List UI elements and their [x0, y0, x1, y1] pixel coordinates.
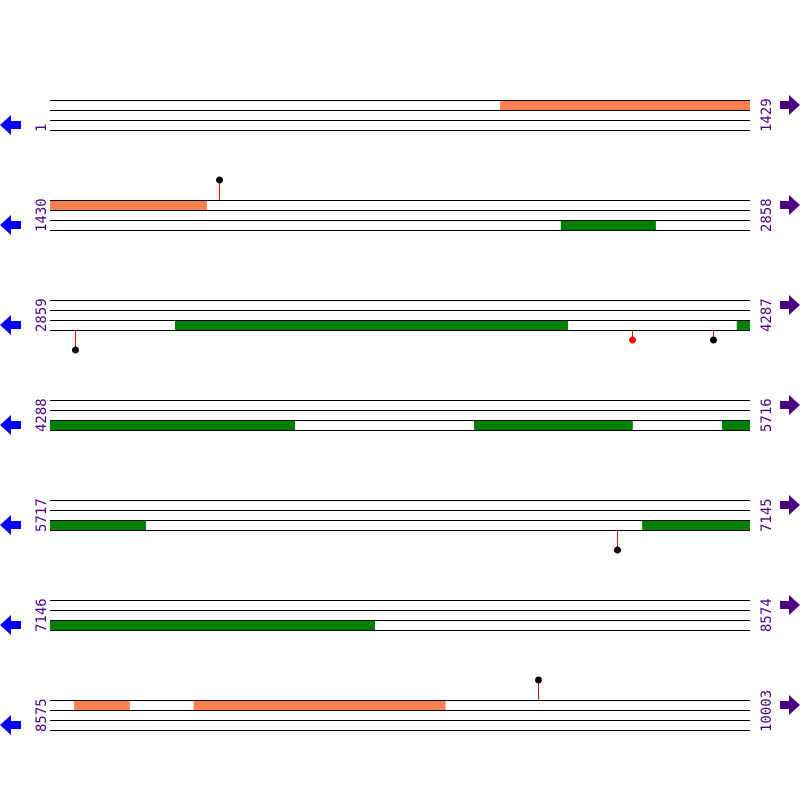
sequence-row: 7146 8574	[0, 595, 800, 635]
orange-feature	[74, 700, 130, 710]
end-position-label: 7145	[759, 498, 775, 532]
start-position-label: 7146	[34, 598, 50, 632]
green-feature	[50, 620, 375, 630]
green-feature	[642, 520, 750, 530]
green-feature	[736, 320, 750, 330]
arrow-right-icon[interactable]	[780, 95, 800, 115]
marker-head	[629, 336, 636, 344]
arrow-left-icon[interactable]	[0, 215, 21, 235]
end-position-label: 4287	[759, 298, 775, 332]
marker-head	[535, 676, 542, 684]
arrow-left-icon[interactable]	[0, 315, 21, 335]
marker-head	[710, 336, 717, 344]
orange-feature	[193, 700, 446, 710]
green-feature	[175, 320, 569, 330]
start-position-label: 5717	[34, 498, 50, 532]
start-position-label: 2859	[34, 298, 50, 332]
green-feature	[560, 220, 656, 230]
arrow-left-icon[interactable]	[0, 615, 21, 635]
sequence-row: 8575 10003	[0, 676, 800, 735]
arrow-left-icon[interactable]	[0, 515, 21, 535]
arrow-right-icon[interactable]	[780, 695, 800, 715]
green-feature	[474, 420, 633, 430]
end-position-label: 10003	[759, 690, 775, 732]
arrow-right-icon[interactable]	[780, 295, 800, 315]
arrow-right-icon[interactable]	[780, 595, 800, 615]
arrow-left-icon[interactable]	[0, 415, 21, 435]
arrow-right-icon[interactable]	[780, 495, 800, 515]
marker-head	[614, 546, 621, 554]
green-feature	[50, 420, 296, 430]
orange-feature	[500, 100, 750, 110]
sequence-row: 1 1429	[0, 95, 800, 135]
end-position-label: 8574	[759, 598, 775, 632]
start-position-label: 8575	[34, 698, 50, 732]
orange-feature	[50, 200, 207, 210]
start-position-label: 1430	[34, 198, 50, 232]
sequence-row: 1430 2858	[0, 176, 800, 235]
end-position-label: 1429	[759, 98, 775, 132]
sequence-row: 4288 5716	[0, 395, 800, 435]
sequence-row: 2859 4287	[0, 295, 800, 354]
arrow-left-icon[interactable]	[0, 115, 21, 135]
sequence-row: 5717 7145	[0, 495, 800, 554]
arrow-right-icon[interactable]	[780, 195, 800, 215]
arrow-right-icon[interactable]	[780, 395, 800, 415]
start-position-label: 4288	[34, 398, 50, 432]
green-feature	[50, 520, 147, 530]
green-feature	[722, 420, 750, 430]
end-position-label: 2858	[759, 198, 775, 232]
arrow-left-icon[interactable]	[0, 715, 21, 735]
start-position-label: 1	[34, 124, 50, 132]
marker-head	[72, 346, 79, 354]
marker-head	[216, 176, 223, 184]
end-position-label: 5716	[759, 398, 775, 432]
